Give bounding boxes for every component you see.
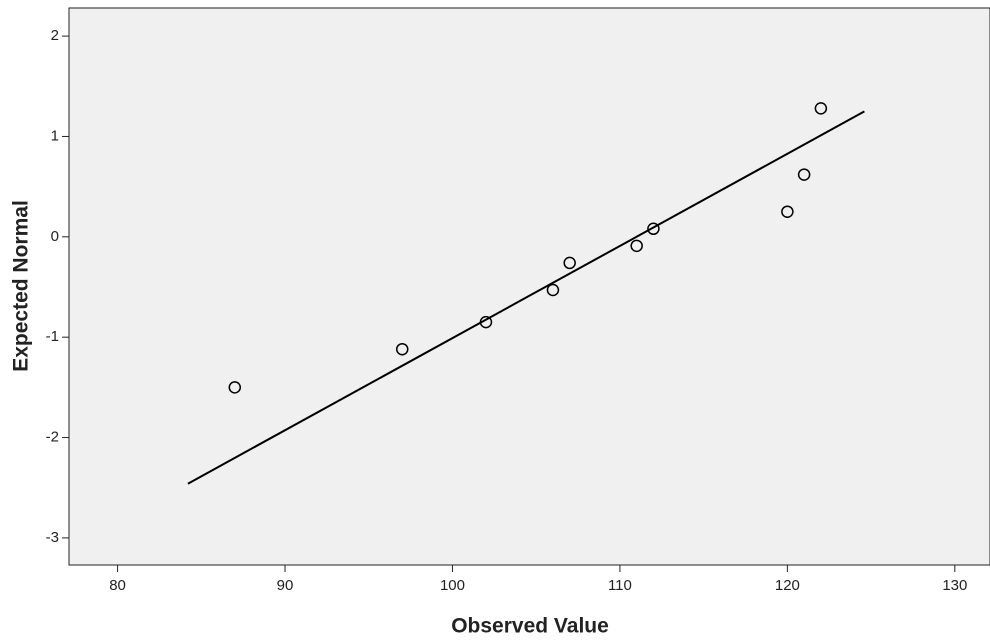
point	[797, 168, 811, 181]
y-tick-label: 1	[51, 127, 59, 144]
y-tick-label: -1	[46, 328, 59, 345]
point	[546, 283, 560, 297]
y-tick-label: -3	[46, 529, 59, 546]
x-tick-label: 80	[109, 577, 126, 594]
point	[228, 381, 242, 394]
point	[647, 222, 660, 236]
reference-line	[187, 110, 865, 485]
y-axis-title: Expected Normal	[10, 200, 33, 372]
x-tick-label: 100	[440, 577, 465, 594]
x-tick-label: 110	[608, 577, 632, 594]
point	[814, 102, 828, 115]
x-tick-label: 90	[277, 577, 294, 594]
point	[479, 315, 493, 329]
y-tick-label: 0	[51, 228, 59, 245]
point	[395, 342, 409, 356]
x-tick-label: 130	[942, 577, 967, 594]
y-tick-label: -2	[46, 429, 59, 446]
point	[563, 256, 576, 270]
y-tick-label: 2	[51, 27, 59, 44]
point	[781, 205, 794, 218]
x-axis-title: Observed Value	[451, 615, 609, 638]
plot-area	[68, 7, 990, 566]
point	[630, 239, 643, 253]
x-tick-label: 120	[775, 577, 800, 594]
